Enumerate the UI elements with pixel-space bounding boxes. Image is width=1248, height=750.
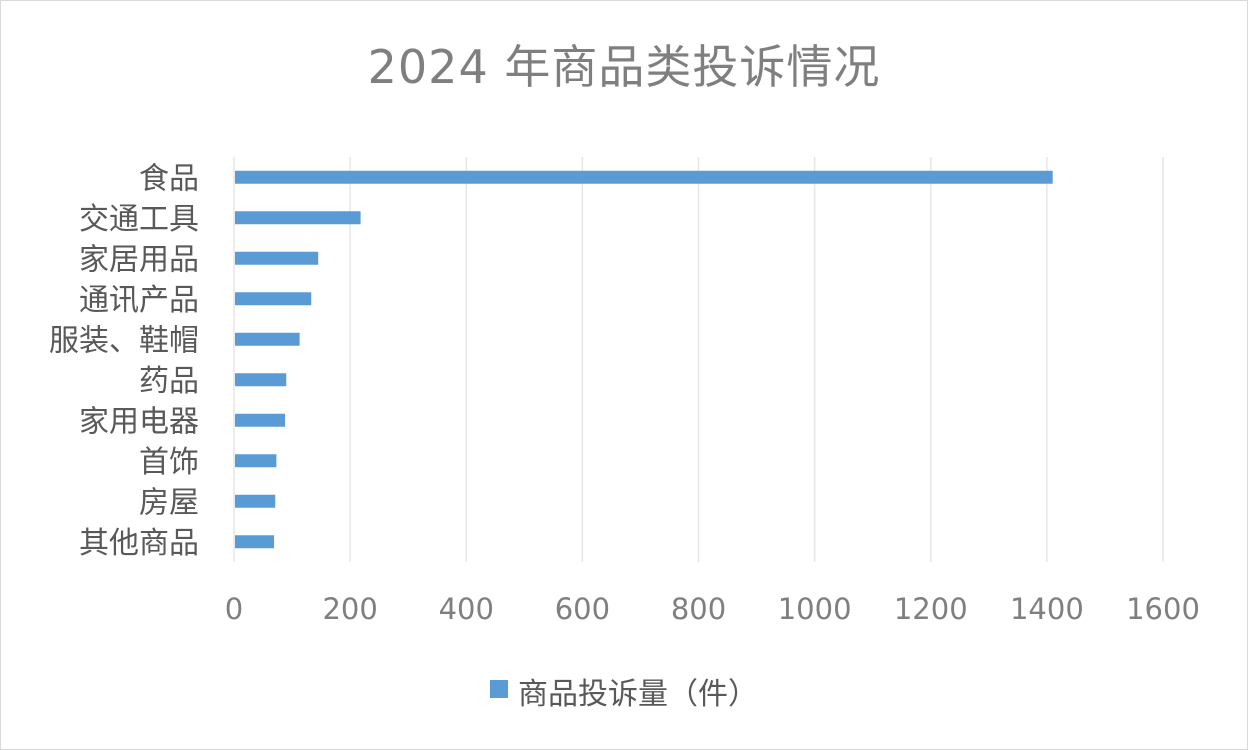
x-tick-label-2: 400 xyxy=(439,592,494,626)
bar-5 xyxy=(235,373,287,387)
legend-label: 商品投诉量（件） xyxy=(518,677,758,712)
bar-9 xyxy=(235,535,275,549)
legend: 商品投诉量（件） xyxy=(1,669,1247,713)
category-label-8: 房屋 xyxy=(139,485,199,520)
chart-title: 2024 年商品类投诉情况 xyxy=(367,40,881,94)
category-label-9: 其他商品 xyxy=(79,526,199,561)
bar-2 xyxy=(235,251,319,265)
x-tick-label-8: 1600 xyxy=(1126,592,1200,626)
category-label-7: 首饰 xyxy=(139,445,199,480)
x-tick-label-1: 200 xyxy=(322,592,377,626)
category-label-1: 交通工具 xyxy=(79,202,199,237)
category-label-0: 食品 xyxy=(139,161,199,196)
bar-0 xyxy=(235,170,1053,184)
category-label-2: 家居用品 xyxy=(79,242,199,277)
bar-3 xyxy=(235,292,312,306)
x-tick-label-6: 1200 xyxy=(894,592,968,626)
x-tick-label-5: 1000 xyxy=(778,592,852,626)
category-label-6: 家用电器 xyxy=(79,404,199,439)
category-label-3: 通讯产品 xyxy=(79,283,199,318)
x-tick-label-4: 800 xyxy=(671,592,726,626)
bar-6 xyxy=(235,413,286,427)
x-tick-label-7: 1400 xyxy=(1010,592,1084,626)
x-tick-label-0: 0 xyxy=(225,592,243,626)
category-label-5: 药品 xyxy=(139,364,199,399)
bar-8 xyxy=(235,494,276,508)
bar-1 xyxy=(235,211,361,225)
x-tick-label-3: 600 xyxy=(555,592,610,626)
bar-4 xyxy=(235,332,300,346)
legend-swatch xyxy=(490,680,508,698)
bar-7 xyxy=(235,454,277,468)
category-label-4: 服装、鞋帽 xyxy=(49,323,199,358)
